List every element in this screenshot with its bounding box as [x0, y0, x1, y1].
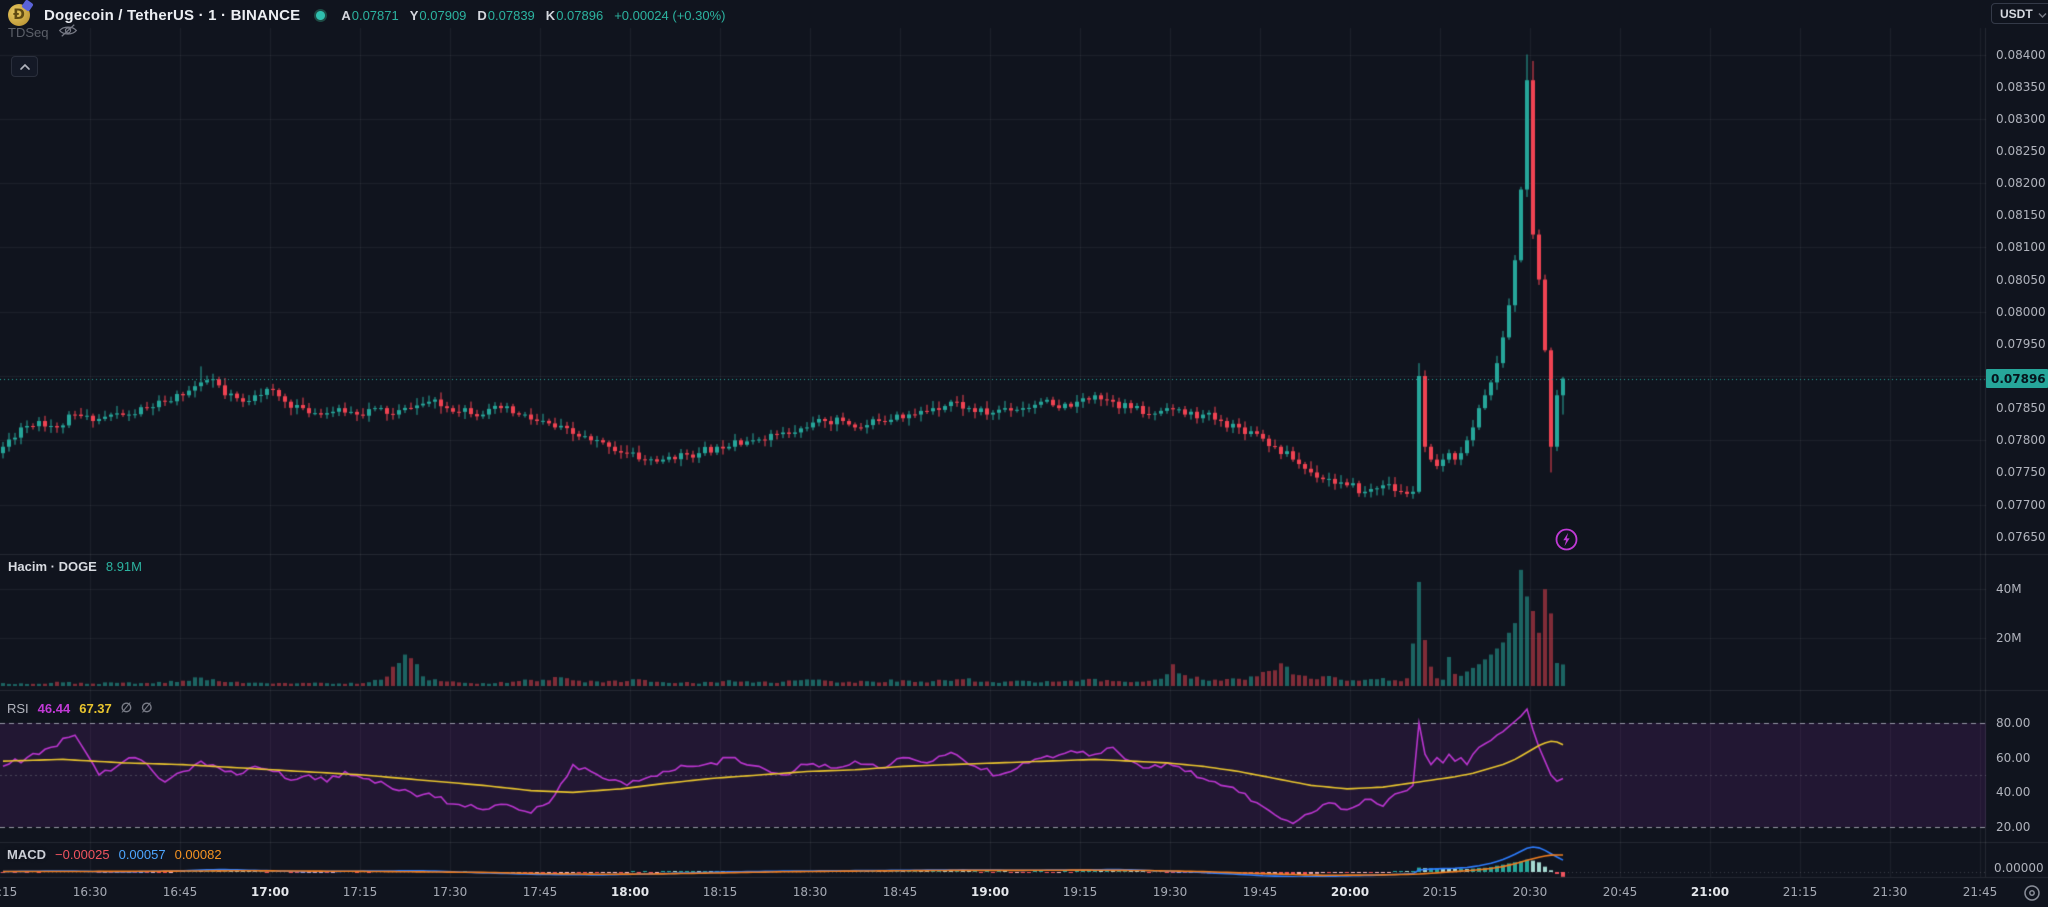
rsi-empty-value-2: ∅ — [141, 700, 153, 715]
macd-pane-legend: MACD −0.00025 0.00057 0.00082 — [7, 847, 222, 862]
close-label: K — [545, 7, 556, 23]
currency-selector-button[interactable]: USDT — [1991, 3, 2048, 24]
currency-label: USDT — [2000, 6, 2033, 21]
chevron-up-icon — [19, 59, 31, 74]
low-value: 0.07839 — [487, 7, 535, 23]
rsi-pane-legend: RSI 46.44 67.37 ∅ ∅ — [7, 700, 152, 716]
close-value: 0.07896 — [556, 7, 604, 23]
flash-event-icon[interactable] — [1554, 527, 1579, 552]
market-status-dot-icon[interactable] — [314, 8, 328, 22]
indicator-name[interactable]: TDSeq — [8, 24, 49, 40]
open-value: 0.07871 — [351, 7, 399, 23]
eye-slash-icon — [58, 23, 78, 41]
volume-pane-title[interactable]: Hacim · DOGE — [8, 559, 97, 574]
dogecoin-logo-icon: Ð — [8, 0, 34, 26]
open-label: A — [341, 7, 351, 23]
price-scale[interactable] — [1986, 28, 2048, 877]
collapse-panel-button[interactable] — [11, 56, 38, 77]
indicator-row: TDSeq — [8, 22, 78, 42]
symbol-title[interactable]: Dogecoin / TetherUS · 1 · BINANCE — [44, 6, 301, 24]
time-axis-settings-icon[interactable] — [2023, 884, 2041, 902]
time-scale[interactable] — [0, 877, 2048, 907]
macd-signal-value: 0.00082 — [174, 847, 222, 862]
ohlc-readout: A 0.07871 Y 0.07909 D 0.07839 K 0.07896 +0.0… — [341, 8, 725, 23]
rsi-slow-value: 67.37 — [79, 700, 112, 716]
rsi-empty-value-1: ∅ — [120, 700, 133, 715]
volume-pane-legend: Hacim · DOGE 8.91M — [8, 559, 142, 574]
change-value: +0.00024 (+0.30%) — [614, 7, 726, 23]
rsi-fast-value: 46.44 — [37, 700, 71, 716]
macd-histogram-value: −0.00025 — [55, 847, 110, 862]
high-label: Y — [409, 7, 419, 23]
symbol-header: Ð Dogecoin / TetherUS · 1 · BINANCE A 0.0… — [8, 0, 726, 27]
volume-value: 8.91M — [105, 559, 142, 574]
chevron-down-icon — [2038, 7, 2047, 21]
low-label: D — [477, 7, 487, 23]
macd-pane-title[interactable]: MACD — [7, 847, 46, 862]
high-value: 0.07909 — [419, 7, 467, 23]
rsi-pane-title[interactable]: RSI — [7, 700, 29, 716]
macd-line-value: 0.00057 — [118, 847, 166, 862]
hide-indicator-button[interactable] — [58, 23, 78, 41]
